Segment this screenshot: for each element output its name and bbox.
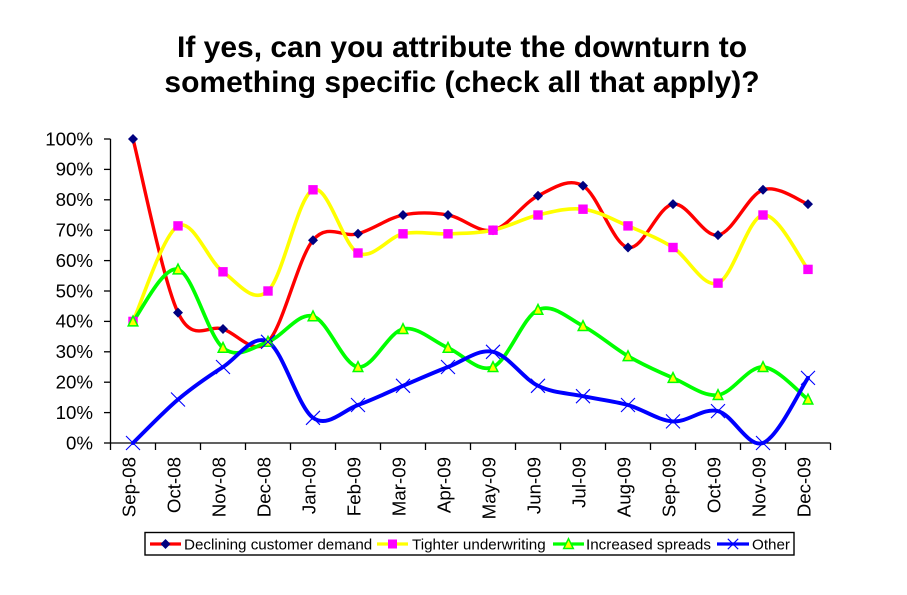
- svg-text:Sep-08: Sep-08: [119, 457, 140, 517]
- svg-text:0%: 0%: [66, 432, 93, 453]
- svg-text:If yes, can you attribute the: If yes, can you attribute the downturn t…: [177, 31, 747, 64]
- svg-text:Other: Other: [752, 537, 790, 554]
- svg-text:Declining customer demand: Declining customer demand: [184, 537, 372, 554]
- svg-text:10%: 10%: [56, 402, 93, 423]
- svg-text:Increased spreads: Increased spreads: [586, 537, 711, 554]
- svg-text:60%: 60%: [56, 250, 93, 271]
- svg-text:Apr-09: Apr-09: [434, 457, 455, 513]
- svg-text:20%: 20%: [56, 372, 93, 393]
- svg-text:100%: 100%: [45, 128, 93, 149]
- svg-text:Feb-09: Feb-09: [344, 457, 365, 516]
- svg-text:Oct-08: Oct-08: [164, 457, 185, 513]
- svg-text:40%: 40%: [56, 311, 93, 332]
- svg-text:Oct-09: Oct-09: [704, 457, 725, 513]
- svg-text:70%: 70%: [56, 220, 93, 241]
- svg-text:Nov-09: Nov-09: [749, 457, 770, 517]
- svg-text:Nov-08: Nov-08: [209, 457, 230, 517]
- svg-text:Jul-09: Jul-09: [569, 457, 590, 508]
- svg-text:Mar-09: Mar-09: [389, 457, 410, 516]
- svg-text:90%: 90%: [56, 159, 93, 180]
- svg-text:Tighter underwriting: Tighter underwriting: [412, 537, 546, 554]
- svg-text:Aug-09: Aug-09: [614, 457, 635, 517]
- svg-text:something specific (check all: something specific (check all that apply…: [164, 66, 759, 99]
- svg-text:Dec-09: Dec-09: [794, 457, 815, 517]
- svg-text:50%: 50%: [56, 280, 93, 301]
- svg-text:Sep-09: Sep-09: [659, 457, 680, 517]
- svg-text:Jun-09: Jun-09: [524, 457, 545, 514]
- svg-text:Jan-09: Jan-09: [299, 457, 320, 514]
- svg-text:May-09: May-09: [479, 457, 500, 519]
- svg-text:Dec-08: Dec-08: [254, 457, 275, 517]
- svg-text:80%: 80%: [56, 189, 93, 210]
- svg-text:30%: 30%: [56, 341, 93, 362]
